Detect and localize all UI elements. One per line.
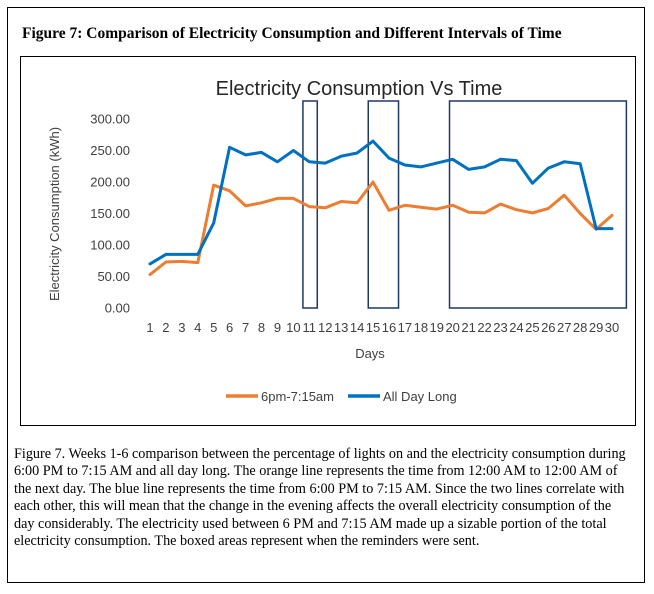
- legend: 6pm-7:15am All Day Long: [226, 389, 457, 404]
- x-tick-label: 28: [573, 320, 587, 335]
- series-line-all-day: [148, 139, 614, 266]
- x-tick-label: 14: [350, 320, 364, 335]
- x-tick-label: 13: [334, 320, 348, 335]
- figure-caption: Figure 7. Weeks 1-6 comparison between t…: [14, 446, 626, 550]
- x-tick-label: 21: [461, 320, 475, 335]
- y-axis-ticks: 0.00 50.00 100.00 150.00 200.00 250.00 300.00: [90, 112, 130, 316]
- y-tick-label: 50.00: [97, 269, 130, 284]
- line-chart: Electricity Consumption Vs Time Days Ele…: [47, 78, 628, 404]
- x-tick-label: 7: [242, 320, 249, 335]
- figure-title: Figure 7: Comparison of Electricity Cons…: [22, 25, 562, 42]
- legend-label-orange: 6pm-7:15am: [261, 389, 334, 404]
- x-tick-label: 12: [318, 320, 332, 335]
- chart-title: Electricity Consumption Vs Time: [216, 78, 503, 100]
- x-tick-label: 9: [274, 320, 281, 335]
- x-tick-label: 3: [178, 320, 185, 335]
- x-tick-label: 4: [194, 320, 201, 335]
- reminder-boxes: [302, 100, 628, 309]
- y-tick-label: 100.00: [90, 238, 130, 253]
- x-tick-label: 17: [398, 320, 412, 335]
- x-axis-ticks: 1 2 3 4 5 6 7 8 9 10 11 12 13 14 15 16 17 18 19 20 21 22 23 24 2…: [146, 320, 619, 335]
- x-tick-label: 10: [286, 320, 300, 335]
- series-line-6pm-715am: [148, 180, 614, 277]
- x-tick-label: 26: [541, 320, 555, 335]
- x-tick-label: 6: [226, 320, 233, 335]
- y-tick-label: 250.00: [90, 143, 130, 158]
- reminder-box: [448, 100, 628, 309]
- x-tick-label: 8: [258, 320, 265, 335]
- x-axis-label: Days: [355, 346, 385, 361]
- x-tick-label: 15: [366, 320, 380, 335]
- legend-label-blue: All Day Long: [383, 389, 457, 404]
- x-tick-label: 1: [146, 320, 153, 335]
- y-tick-label: 150.00: [90, 206, 130, 221]
- y-axis-label: Electricity Consumption (kWh): [47, 127, 62, 301]
- reminder-box: [367, 100, 400, 309]
- x-tick-label: 5: [210, 320, 217, 335]
- x-tick-label: 18: [414, 320, 428, 335]
- x-tick-label: 16: [382, 320, 396, 335]
- x-tick-label: 19: [430, 320, 444, 335]
- x-tick-label: 20: [445, 320, 459, 335]
- x-tick-label: 22: [477, 320, 491, 335]
- chart-container: Electricity Consumption Vs Time Days Ele…: [20, 56, 636, 426]
- y-tick-label: 0.00: [105, 301, 130, 316]
- x-tick-label: 23: [493, 320, 507, 335]
- y-tick-label: 300.00: [90, 112, 130, 127]
- series-lines: [148, 139, 614, 277]
- x-tick-label: 11: [303, 320, 317, 335]
- x-tick-label: 25: [525, 320, 539, 335]
- x-tick-label: 27: [557, 320, 571, 335]
- x-tick-label: 24: [509, 320, 523, 335]
- x-tick-label: 30: [605, 320, 619, 335]
- x-tick-label: 2: [162, 320, 169, 335]
- y-tick-label: 200.00: [90, 175, 130, 190]
- x-tick-label: 29: [589, 320, 603, 335]
